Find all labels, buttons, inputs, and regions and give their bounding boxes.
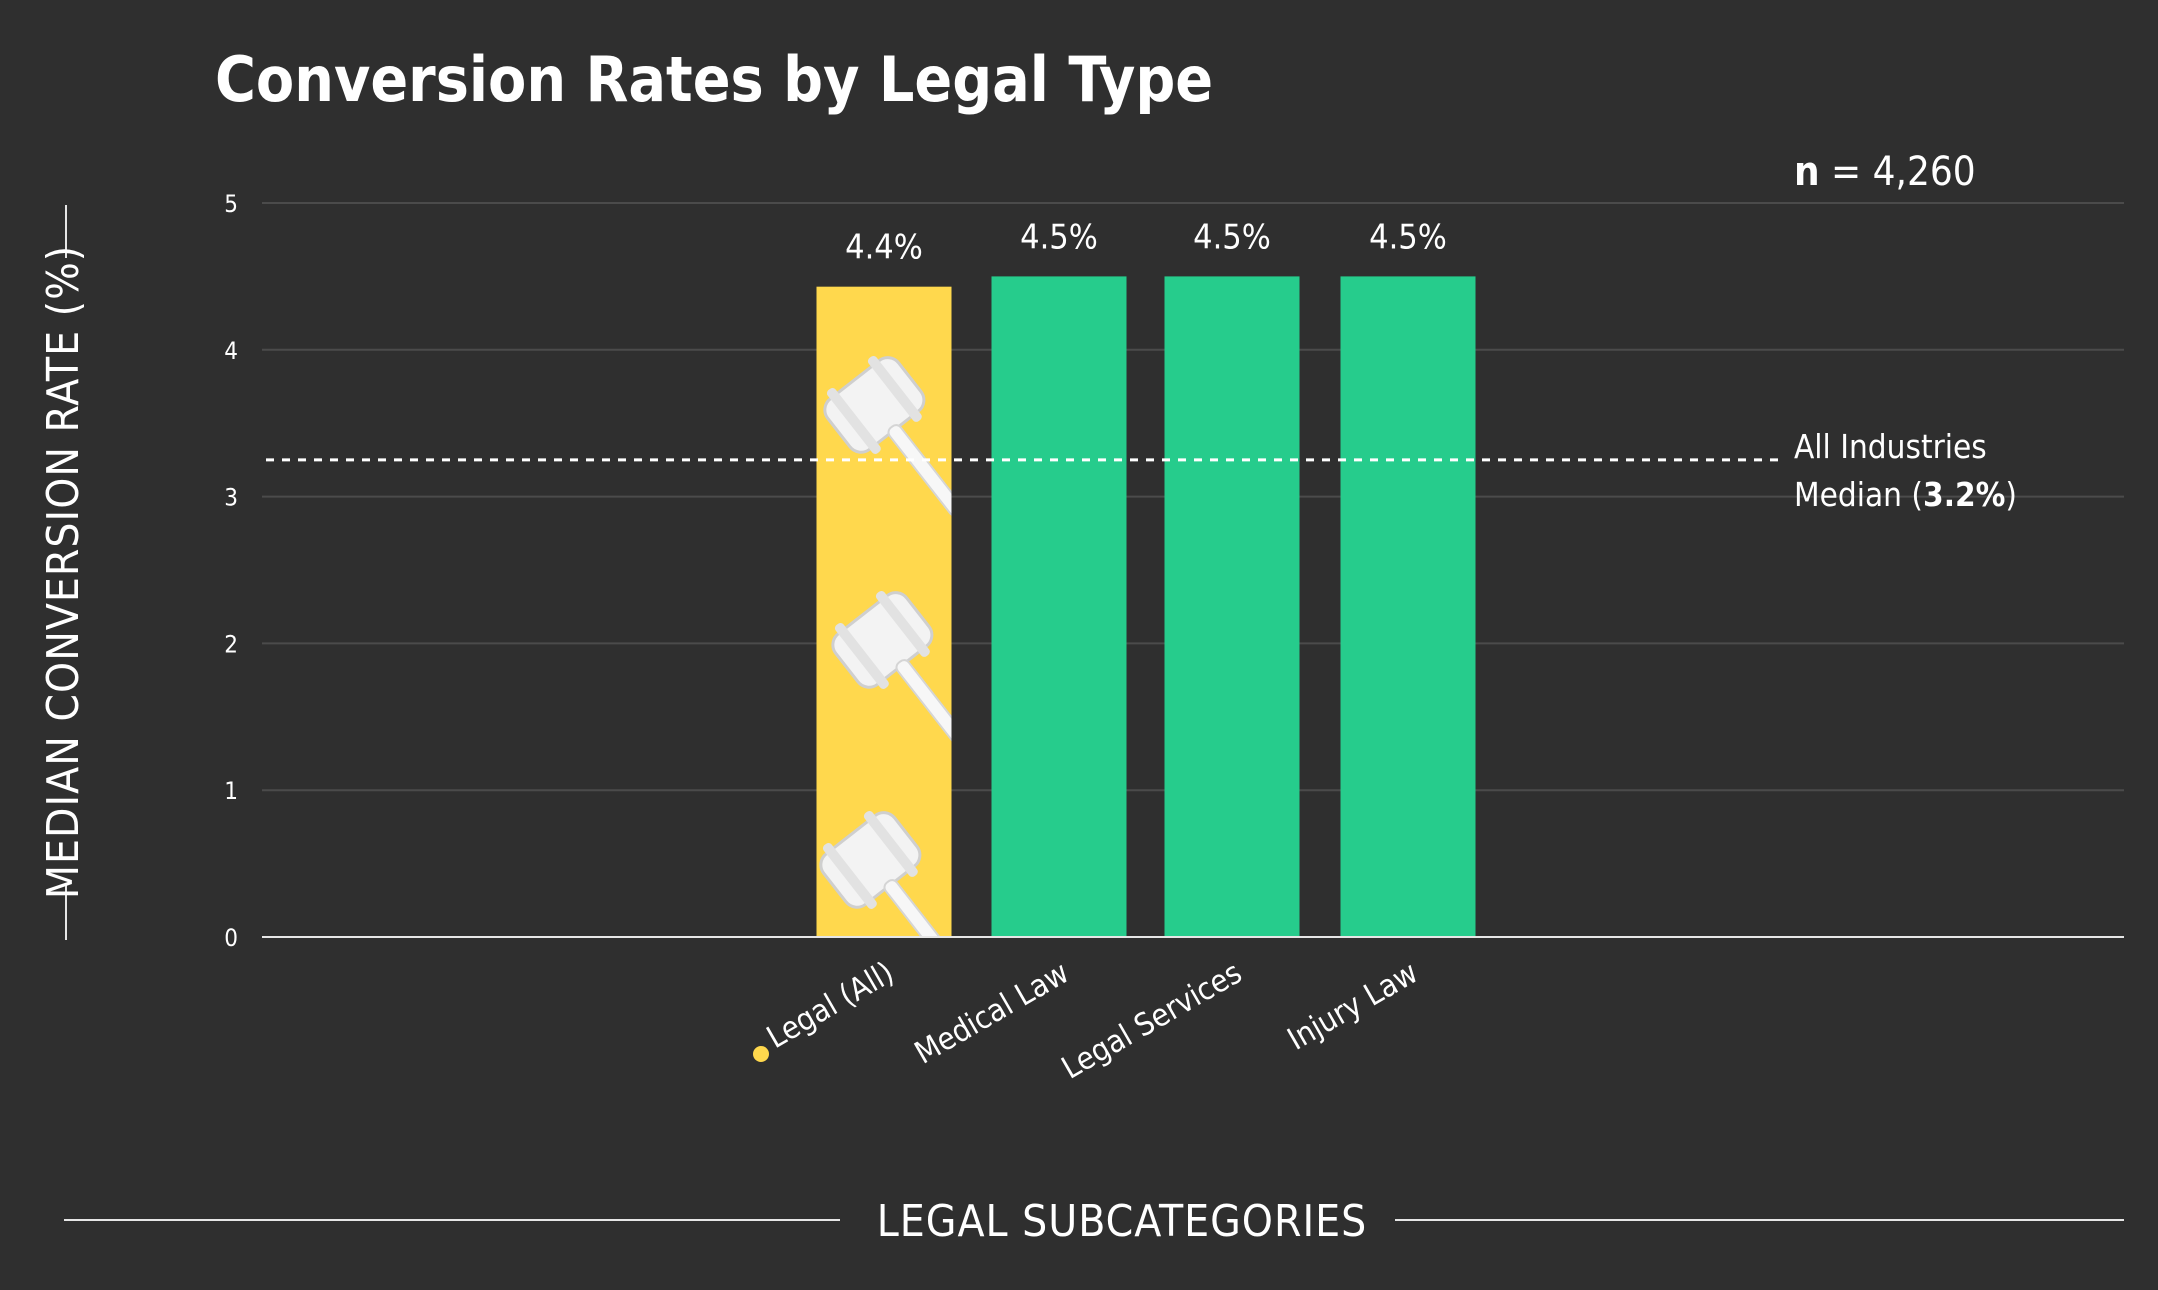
bar [1340, 276, 1476, 937]
x-tick-label: Legal Services [1056, 955, 1248, 1087]
sample-size-prefix: n [1794, 149, 1820, 195]
y-tick-label: 2 [224, 630, 238, 658]
y-tick-label: 3 [224, 484, 238, 512]
bar-value-label: 4.5% [1369, 217, 1447, 257]
x-tick-label: Medical Law [909, 955, 1075, 1072]
reference-line-label-value: 3.2% [1923, 475, 2005, 514]
bar-value-label: 4.5% [1193, 217, 1271, 257]
y-tick-label: 1 [224, 777, 238, 805]
sample-size-value: = 4,260 [1820, 149, 1976, 195]
reference-line-label-line2: Median (3.2%) [1794, 475, 2017, 514]
bar [1164, 276, 1300, 937]
x-axis-title: LEGAL SUBCATEGORIES [877, 1196, 1368, 1247]
y-axis-title: MEDIAN CONVERSION RATE (%) [38, 245, 89, 899]
x-tick-label: Injury Law [1282, 955, 1424, 1058]
reference-line-label-suffix: ) [2005, 475, 2017, 514]
chart-title: Conversion Rates by Legal Type [215, 43, 1213, 116]
highlight-marker-dot [753, 1046, 769, 1062]
y-tick-label: 4 [224, 337, 238, 365]
reference-line-label-prefix: Median ( [1794, 475, 1923, 514]
bar-value-label: 4.4% [845, 228, 923, 268]
y-axis-ticks: 0 1 2 3 4 5 [224, 190, 238, 952]
reference-line-label-line1: All Industries [1794, 427, 1987, 466]
x-tick-label: Legal (All) [761, 955, 900, 1056]
bar-value-label: 4.5% [1020, 217, 1098, 257]
bar [991, 276, 1127, 937]
y-tick-label: 0 [224, 924, 238, 952]
value-labels: 4.4% 4.5% 4.5% 4.5% [845, 217, 1447, 267]
y-tick-label: 5 [224, 190, 238, 218]
sample-size-label: n = 4,260 [1794, 149, 1976, 195]
